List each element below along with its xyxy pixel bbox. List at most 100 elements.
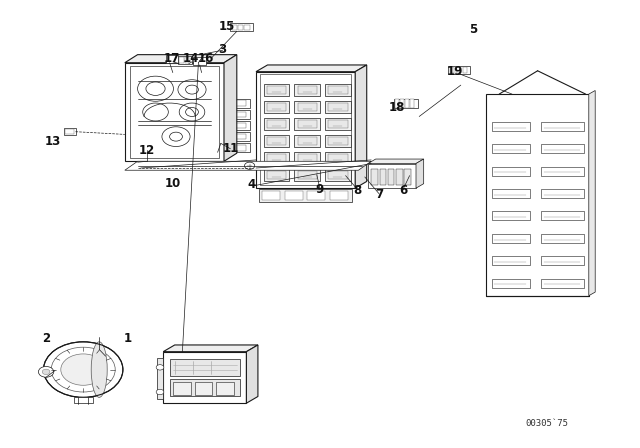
- Bar: [328, 171, 348, 179]
- Bar: [541, 211, 584, 220]
- Bar: [65, 129, 74, 134]
- Bar: [294, 152, 320, 164]
- Circle shape: [156, 389, 164, 395]
- Bar: [328, 154, 348, 162]
- Text: 16: 16: [198, 52, 214, 65]
- Text: 2: 2: [42, 332, 50, 345]
- Bar: [227, 132, 250, 141]
- Bar: [541, 189, 584, 198]
- Bar: [227, 99, 250, 108]
- Bar: [262, 191, 280, 200]
- Polygon shape: [589, 90, 595, 296]
- Circle shape: [244, 162, 255, 169]
- Bar: [230, 123, 246, 128]
- Circle shape: [38, 366, 54, 377]
- Bar: [267, 171, 286, 179]
- Bar: [541, 279, 584, 288]
- Text: 9: 9: [316, 182, 324, 196]
- Bar: [294, 84, 320, 96]
- Bar: [267, 137, 286, 145]
- Bar: [264, 101, 289, 113]
- Bar: [264, 169, 289, 181]
- Bar: [328, 137, 348, 145]
- Polygon shape: [368, 164, 416, 188]
- Text: 12: 12: [139, 143, 156, 157]
- Bar: [264, 135, 289, 147]
- Bar: [404, 169, 411, 185]
- Bar: [492, 167, 530, 176]
- Polygon shape: [163, 352, 246, 403]
- Bar: [173, 382, 191, 395]
- Bar: [541, 122, 584, 131]
- Text: 8: 8: [353, 184, 361, 197]
- Bar: [463, 67, 467, 73]
- Bar: [410, 99, 414, 108]
- Bar: [328, 86, 348, 94]
- Bar: [185, 57, 189, 63]
- Circle shape: [51, 347, 115, 392]
- Bar: [380, 169, 386, 185]
- Bar: [179, 57, 184, 63]
- Bar: [456, 67, 461, 73]
- Text: 14: 14: [182, 52, 199, 65]
- Bar: [492, 279, 530, 288]
- Text: 5: 5: [470, 22, 477, 36]
- Circle shape: [146, 82, 165, 95]
- Bar: [294, 118, 320, 130]
- Bar: [325, 101, 351, 113]
- Bar: [227, 110, 250, 119]
- Bar: [450, 67, 454, 73]
- Text: 6: 6: [399, 184, 407, 197]
- Bar: [230, 100, 246, 106]
- Polygon shape: [368, 159, 424, 164]
- Bar: [267, 86, 286, 94]
- Polygon shape: [355, 65, 367, 188]
- Polygon shape: [416, 159, 424, 188]
- Text: 13: 13: [44, 134, 61, 148]
- Polygon shape: [163, 345, 258, 352]
- Circle shape: [156, 365, 164, 370]
- Bar: [325, 118, 351, 130]
- Bar: [230, 134, 246, 139]
- Circle shape: [179, 103, 205, 121]
- Bar: [298, 86, 317, 94]
- Bar: [394, 99, 418, 108]
- Bar: [388, 169, 394, 185]
- Bar: [325, 169, 351, 181]
- Bar: [267, 103, 286, 111]
- Bar: [230, 112, 246, 117]
- Circle shape: [61, 354, 106, 385]
- Bar: [492, 144, 530, 153]
- Bar: [64, 128, 76, 135]
- Polygon shape: [125, 55, 237, 63]
- Bar: [371, 169, 378, 185]
- Bar: [264, 118, 289, 130]
- Bar: [230, 23, 253, 31]
- Bar: [264, 84, 289, 96]
- Bar: [130, 66, 219, 158]
- Bar: [166, 55, 178, 63]
- Bar: [492, 189, 530, 198]
- Bar: [328, 120, 348, 128]
- Text: 19: 19: [446, 65, 463, 78]
- Bar: [405, 99, 409, 108]
- Bar: [227, 143, 250, 152]
- Bar: [267, 154, 286, 162]
- Text: 00305`75: 00305`75: [525, 419, 569, 428]
- Bar: [541, 144, 584, 153]
- Polygon shape: [125, 161, 371, 170]
- Bar: [298, 103, 317, 111]
- Bar: [298, 171, 317, 179]
- Circle shape: [170, 132, 182, 141]
- Circle shape: [44, 342, 123, 397]
- Bar: [294, 135, 320, 147]
- Text: 10: 10: [164, 177, 181, 190]
- Bar: [492, 256, 530, 265]
- Bar: [448, 66, 470, 74]
- Circle shape: [143, 103, 168, 121]
- Polygon shape: [486, 94, 589, 296]
- Circle shape: [178, 80, 206, 99]
- Bar: [232, 25, 237, 30]
- Circle shape: [162, 127, 190, 146]
- Text: 11: 11: [222, 142, 239, 155]
